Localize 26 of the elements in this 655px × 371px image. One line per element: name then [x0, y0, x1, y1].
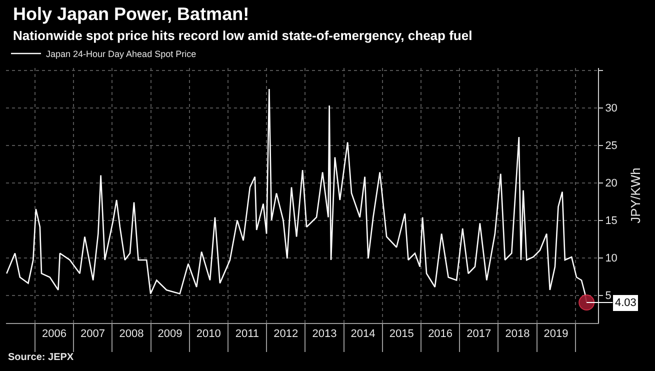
y-tick-label: 15	[605, 215, 618, 228]
x-tick-label: 2019	[544, 328, 568, 340]
x-tick-label: 2016	[428, 328, 453, 340]
x-tick-label: 2015	[389, 328, 414, 340]
y-tick-label: 25	[605, 140, 618, 152]
x-tick-label: 2018	[505, 328, 530, 340]
x-tick-label: 2013	[312, 328, 337, 340]
chart-subtitle: Nationwide spot price hits record low amid state-of-emergency, cheap fuel	[13, 28, 472, 43]
x-tick-label: 2014	[350, 328, 376, 340]
x-tick-label: 2009	[158, 328, 182, 340]
y-axis-title: JPY/KWh	[628, 168, 644, 224]
source-note: Source: JEPX	[8, 352, 74, 363]
y-tick-label: 10	[605, 252, 618, 265]
chart-title: Holy Japan Power, Batman!	[13, 4, 250, 24]
x-tick-label: 2007	[80, 328, 106, 340]
x-tick-label: 2012	[274, 328, 298, 340]
annotation: 4.03	[615, 297, 636, 309]
y-tick-label: 20	[605, 178, 618, 190]
x-tick-label: 2011	[235, 328, 260, 340]
y-tick-label: 30	[605, 102, 618, 115]
y-tick-label: 5	[605, 290, 612, 302]
x-tick-label: 2008	[119, 328, 144, 340]
legend-label: Japan 24-Hour Day Ahead Spot Price	[46, 49, 196, 60]
x-tick-label: 2017	[466, 328, 492, 340]
x-tick-label: 2006	[42, 328, 66, 340]
x-tick-label: 2010	[196, 328, 221, 340]
